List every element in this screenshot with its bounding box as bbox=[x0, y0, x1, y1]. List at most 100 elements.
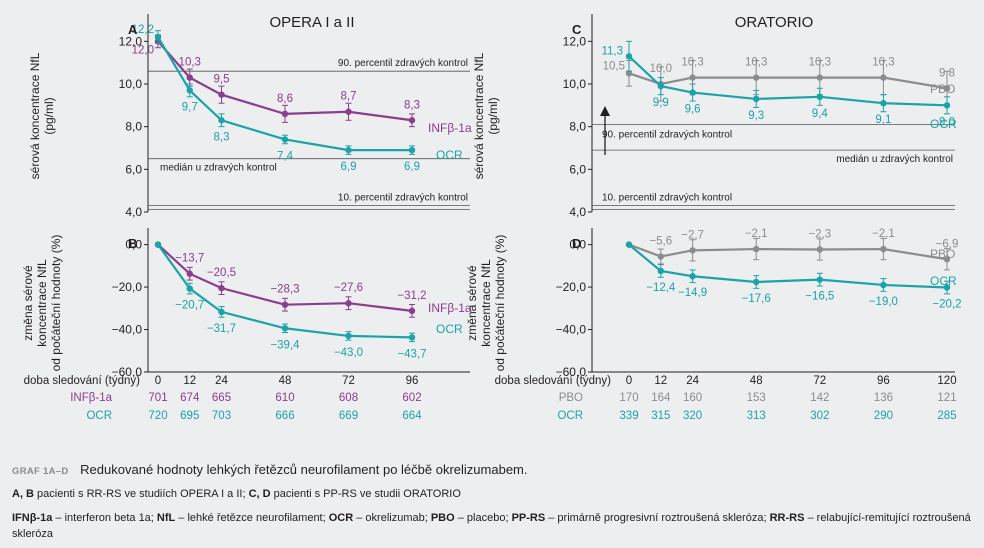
followup-week-label: 72 bbox=[813, 375, 826, 387]
caption-title: Redukované hodnoty lehkých řetězců neuro… bbox=[80, 462, 528, 477]
data-label: 12,2 bbox=[132, 24, 154, 36]
caption-text-cd: pacienti s PP-RS ve studii ORATORIO bbox=[270, 488, 461, 500]
followup-count: 666 bbox=[275, 410, 294, 422]
abbr-def: – lehké řetězce neurofilament; bbox=[175, 512, 329, 524]
data-point bbox=[816, 74, 823, 81]
data-point bbox=[657, 82, 664, 90]
y-tick-label: 8,0 bbox=[569, 120, 586, 134]
data-label: 10,3 bbox=[872, 57, 894, 69]
caption-bold-cd: C, D bbox=[248, 488, 271, 500]
data-point bbox=[408, 307, 416, 315]
followup-count: 320 bbox=[683, 410, 702, 422]
followup-count: 608 bbox=[339, 392, 358, 404]
data-label: −2,7 bbox=[681, 229, 704, 241]
data-point bbox=[943, 284, 951, 291]
followup-count: 665 bbox=[212, 392, 231, 404]
data-label: 8,3 bbox=[214, 131, 230, 143]
series-name-label: INFβ-1a bbox=[428, 301, 472, 315]
data-point bbox=[345, 300, 352, 307]
followup-count: 136 bbox=[874, 392, 893, 404]
followup-count: 720 bbox=[148, 410, 167, 422]
followup-header: doba sledování (týdny) bbox=[495, 375, 612, 387]
data-point bbox=[753, 74, 760, 81]
data-label: −5,6 bbox=[649, 236, 672, 248]
series-line-PBO bbox=[628, 72, 948, 90]
data-point bbox=[753, 278, 760, 286]
abbr-term: OCR bbox=[328, 512, 354, 524]
data-label: 10,3 bbox=[809, 57, 831, 69]
followup-count: 315 bbox=[651, 410, 670, 422]
data-point bbox=[218, 308, 225, 316]
y-tick-label: −60,0 bbox=[112, 365, 143, 379]
abbr-def: – placebo; bbox=[454, 512, 512, 524]
panel-heading-A: OPERA I a II bbox=[269, 14, 354, 31]
data-label: 9,9 bbox=[653, 97, 669, 109]
data-label: 10,3 bbox=[681, 57, 703, 69]
followup-row-name: OCR bbox=[557, 410, 583, 422]
data-point bbox=[816, 93, 823, 101]
y-tick-label: 0,0 bbox=[569, 238, 586, 252]
reference-line-label: 90. percentil zdravých kontrol bbox=[602, 130, 732, 141]
figure-canvas: 4,0 6,0 8,0 10,0 12,0 90. percentil zdravých … bbox=[21, 14, 962, 422]
data-label: −17,6 bbox=[742, 293, 771, 305]
series-name-label: OCR bbox=[436, 148, 463, 162]
series-name-label: OCR bbox=[930, 274, 957, 288]
followup-count: 701 bbox=[148, 392, 167, 404]
data-point bbox=[625, 241, 633, 248]
series-line-PBO bbox=[628, 243, 948, 261]
data-point bbox=[657, 253, 664, 260]
y-tick-label: 4,0 bbox=[125, 205, 142, 219]
reference-line-label: 90. percentil zdravých kontrol bbox=[338, 58, 468, 69]
data-point bbox=[345, 332, 352, 340]
data-label: −43,7 bbox=[397, 348, 426, 360]
y-tick-label: 12,0 bbox=[119, 34, 143, 48]
data-point bbox=[689, 74, 696, 81]
data-label: −2,1 bbox=[745, 228, 768, 240]
data-label: −27,6 bbox=[334, 282, 363, 294]
y-axis-label: změna sérové bbox=[21, 265, 35, 341]
data-label: 10,3 bbox=[179, 57, 201, 69]
data-label: −43,0 bbox=[334, 347, 363, 359]
data-point bbox=[657, 267, 664, 275]
data-label: 9,7 bbox=[182, 101, 198, 113]
series-name-label: OCR bbox=[930, 117, 957, 131]
data-label: −19,0 bbox=[869, 296, 898, 308]
followup-week-label: 96 bbox=[406, 375, 419, 387]
followup-week-label: 96 bbox=[877, 375, 890, 387]
caption-label: GRAF 1A–D bbox=[12, 466, 69, 477]
y-tick-label: 4,0 bbox=[569, 205, 586, 219]
reference-line-label: medián u zdravých kontrol bbox=[836, 154, 953, 165]
data-point bbox=[880, 100, 887, 107]
data-point bbox=[281, 136, 289, 143]
data-label: −31,2 bbox=[397, 290, 426, 302]
abbr-def: – interferon beta 1a; bbox=[52, 512, 157, 524]
data-point bbox=[408, 146, 416, 154]
y-tick-label: −40,0 bbox=[112, 323, 143, 337]
y-tick-label: 6,0 bbox=[569, 162, 586, 176]
data-label: 11,3 bbox=[601, 45, 623, 57]
followup-count: 674 bbox=[180, 392, 200, 404]
data-point bbox=[625, 53, 633, 60]
data-label: 9,3 bbox=[748, 110, 764, 122]
data-label: 10,5 bbox=[603, 60, 625, 72]
y-tick-label: 0,0 bbox=[125, 238, 142, 252]
y-tick-label: −40,0 bbox=[556, 323, 587, 337]
data-label: −20,2 bbox=[932, 299, 961, 311]
data-label: 9,6 bbox=[685, 104, 701, 116]
data-point bbox=[281, 110, 289, 118]
data-point bbox=[408, 334, 416, 341]
caption-panels-note: A, B pacienti s RR-RS ve studiích OPERA … bbox=[12, 488, 461, 500]
reference-line-label: 10. percentil zdravých kontrol bbox=[338, 193, 468, 204]
data-point bbox=[218, 91, 225, 98]
y-axis-label: koncentrace NfL bbox=[35, 259, 49, 347]
panel-letter-C: C bbox=[572, 22, 582, 37]
followup-count: 153 bbox=[747, 392, 766, 404]
followup-count: 695 bbox=[180, 410, 199, 422]
data-label: −6,9 bbox=[936, 238, 959, 250]
data-point bbox=[625, 70, 633, 77]
abbr-def: – okrelizumab; bbox=[353, 512, 431, 524]
caption-bold-ab: A, B bbox=[12, 488, 34, 500]
y-tick-label: 10,0 bbox=[119, 77, 143, 91]
data-point bbox=[689, 273, 696, 280]
y-tick-label: −60,0 bbox=[556, 365, 587, 379]
